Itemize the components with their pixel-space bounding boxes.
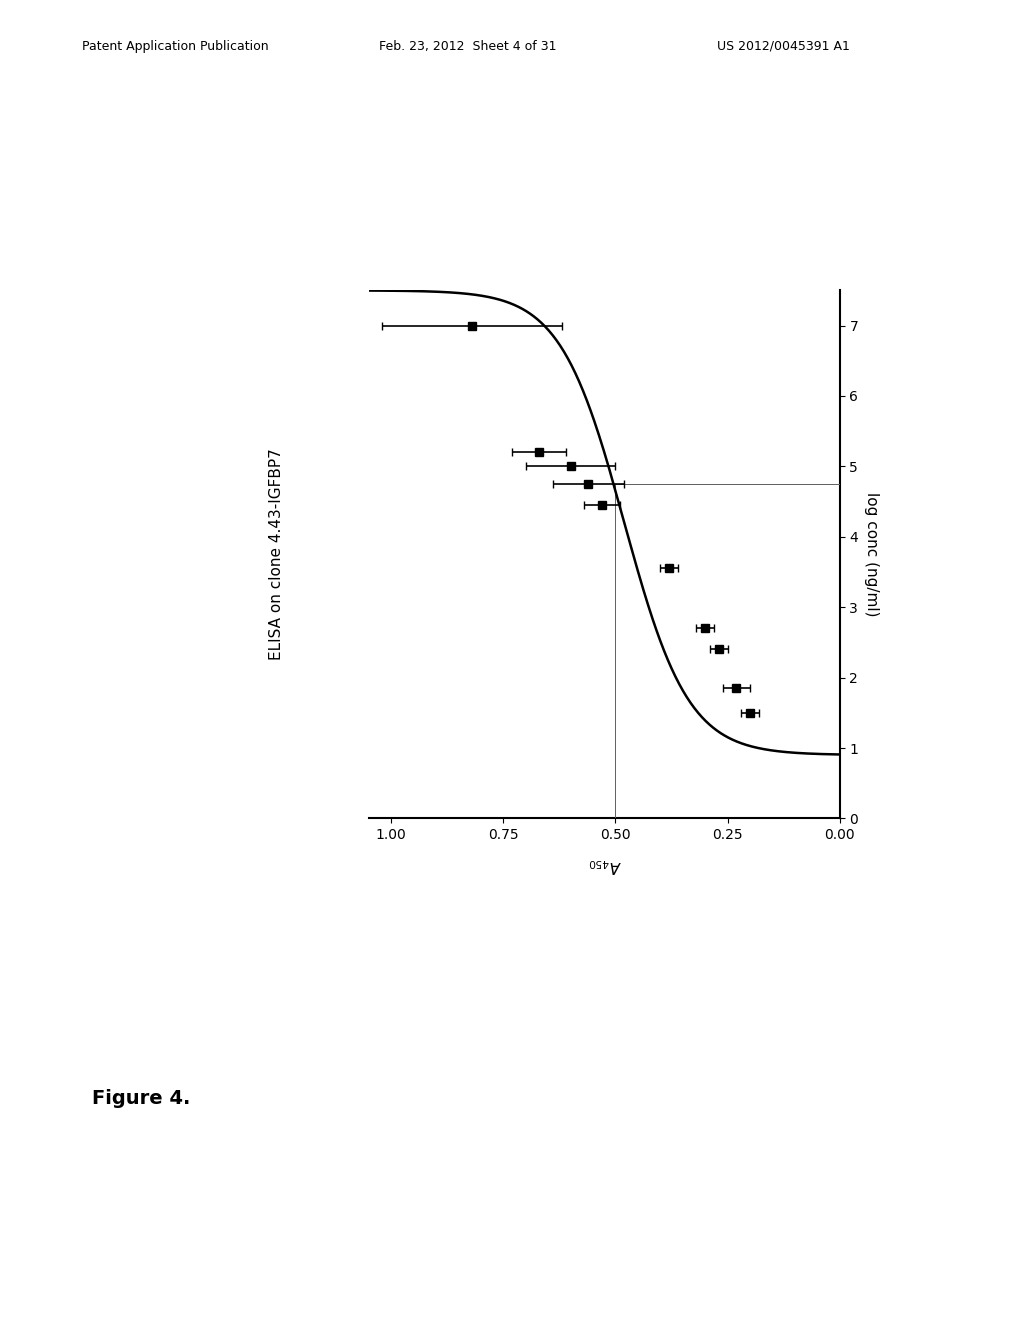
X-axis label: $A_{450}$: $A_{450}$: [588, 855, 621, 875]
Text: Feb. 23, 2012  Sheet 4 of 31: Feb. 23, 2012 Sheet 4 of 31: [379, 40, 556, 53]
Text: ELISA on clone 4.43-IGFBP7: ELISA on clone 4.43-IGFBP7: [269, 449, 284, 660]
Text: Patent Application Publication: Patent Application Publication: [82, 40, 268, 53]
Y-axis label: log conc (ng/ml): log conc (ng/ml): [864, 492, 880, 616]
Text: Figure 4.: Figure 4.: [92, 1089, 190, 1107]
Text: US 2012/0045391 A1: US 2012/0045391 A1: [717, 40, 850, 53]
